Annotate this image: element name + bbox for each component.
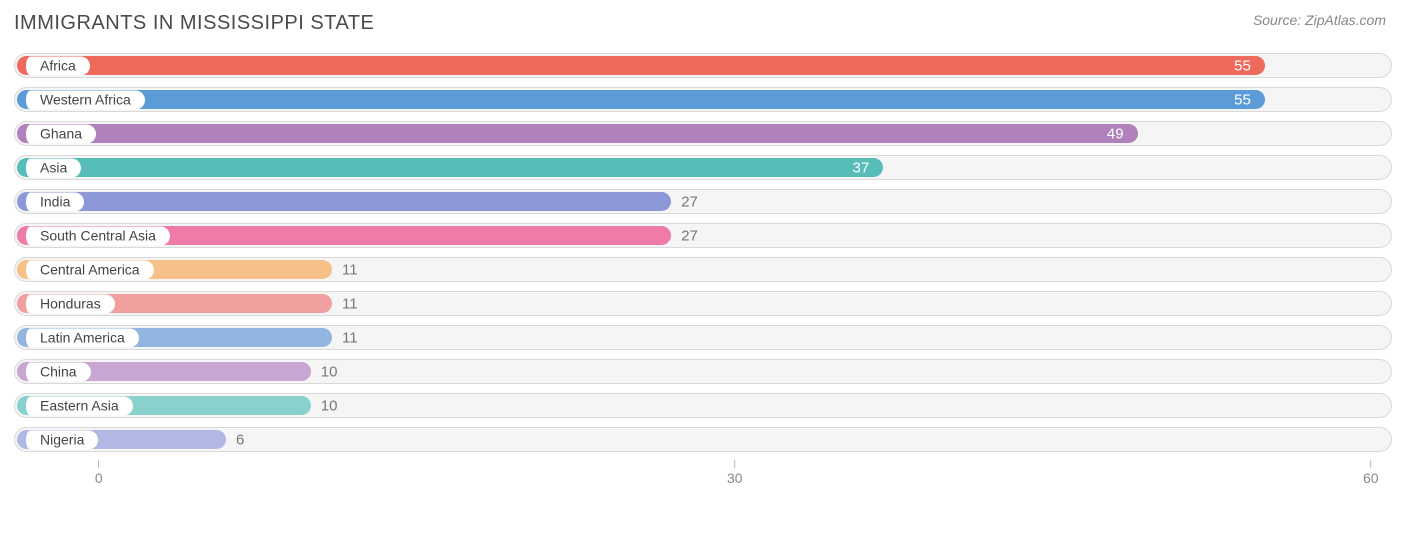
bar-row: 37 Asia <box>14 155 1392 180</box>
chart-title: IMMIGRANTS IN MISSISSIPPI STATE <box>14 12 374 35</box>
bar-label: Asia <box>21 158 81 177</box>
bar-value: 10 <box>321 397 338 414</box>
tick-line <box>98 460 99 468</box>
x-tick: 0 <box>95 460 103 486</box>
bar-row: 27 India <box>14 189 1392 214</box>
x-tick: 60 <box>1363 460 1379 486</box>
bar-row: 55 Africa <box>14 53 1392 78</box>
bar-row: 49 Ghana <box>14 121 1392 146</box>
bar-fill <box>17 192 671 211</box>
bar-value: 27 <box>681 193 698 210</box>
bar-row: 11 Latin America <box>14 325 1392 350</box>
bar-row: 27 South Central Asia <box>14 223 1392 248</box>
bar-value: 11 <box>342 329 358 346</box>
bar-label: Nigeria <box>21 430 98 449</box>
bar-row: 10 China <box>14 359 1392 384</box>
tick-label: 60 <box>1363 470 1379 486</box>
bar-value: 27 <box>681 227 698 244</box>
x-axis: 0 30 60 <box>14 460 1392 490</box>
bar-fill <box>17 90 1265 109</box>
bar-value: 10 <box>321 363 338 380</box>
bar-value: 11 <box>342 295 358 312</box>
bar-fill <box>17 56 1265 75</box>
bar-row: 55 Western Africa <box>14 87 1392 112</box>
tick-line <box>734 460 735 468</box>
bar-row: 10 Eastern Asia <box>14 393 1392 418</box>
bar-value: 37 <box>853 159 870 176</box>
tick-label: 30 <box>727 470 743 486</box>
bar-value: 49 <box>1107 125 1124 142</box>
bar-label: Western Africa <box>21 90 145 109</box>
chart-source: Source: ZipAtlas.com <box>1253 12 1386 28</box>
tick-line <box>1370 460 1371 468</box>
bar-label: Honduras <box>21 294 115 313</box>
x-tick: 30 <box>727 460 743 486</box>
bar-value: 11 <box>342 261 358 278</box>
bar-fill <box>17 158 883 177</box>
bar-label: Latin America <box>21 328 139 347</box>
bars-container: 55 Africa 55 Western Africa 49 Ghana 37 Asia 27 I… <box>14 53 1392 452</box>
bar-value: 55 <box>1234 57 1251 74</box>
bar-label: Africa <box>21 56 90 75</box>
bar-value: 6 <box>236 431 244 448</box>
bar-row: 11 Central America <box>14 257 1392 282</box>
bar-label: Central America <box>21 260 154 279</box>
bar-fill <box>17 124 1138 143</box>
bar-label: South Central Asia <box>21 226 170 245</box>
bar-label: Eastern Asia <box>21 396 133 415</box>
bar-row: 6 Nigeria <box>14 427 1392 452</box>
bar-label: India <box>21 192 84 211</box>
chart-area: 55 Africa 55 Western Africa 49 Ghana 37 Asia 27 I… <box>0 43 1406 490</box>
bar-label: China <box>21 362 91 381</box>
bar-value: 55 <box>1234 91 1251 108</box>
bar-label: Ghana <box>21 124 96 143</box>
bar-row: 11 Honduras <box>14 291 1392 316</box>
tick-label: 0 <box>95 470 103 486</box>
